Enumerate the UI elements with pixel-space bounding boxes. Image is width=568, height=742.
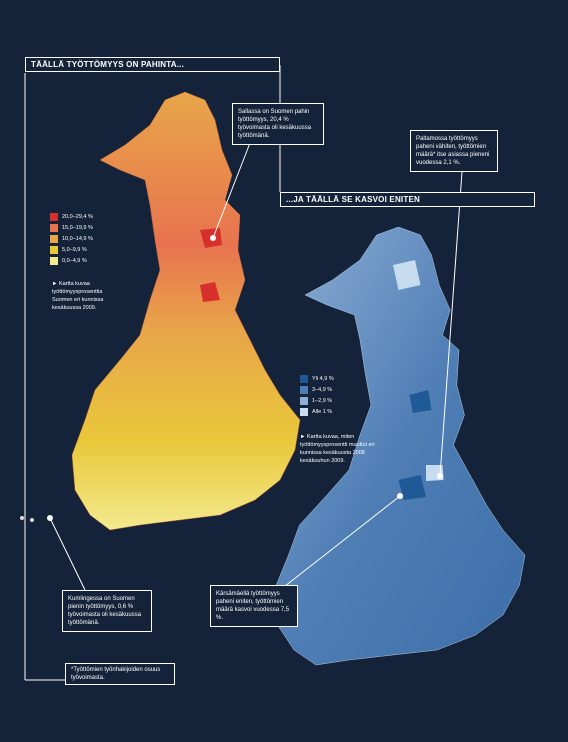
legend-swatch (50, 234, 58, 243)
region (409, 390, 432, 413)
islands (30, 518, 34, 522)
region (398, 475, 426, 500)
legend-item: 3–4,9 % (300, 384, 334, 395)
legend-item: Yli 4,9 % (300, 373, 334, 384)
annotation: Kumlingessa on Suomen pienin työttömyys,… (62, 590, 152, 632)
legend-label: Yli 4,9 % (312, 375, 334, 382)
legend-item: 20,0–29,4 % (50, 211, 93, 222)
annotation: Sallassa on Suomen pahin työttömyys, 20,… (232, 103, 324, 145)
region (393, 260, 421, 290)
legend-item: 15,0–19,9 % (50, 222, 93, 233)
legend-swatch (300, 374, 308, 383)
annotation: Paltamossa työttömyys paheni vähiten, ty… (410, 130, 498, 172)
legend-swatch (300, 396, 308, 405)
map1-title: TÄÄLLÄ TYÖTTÖMYYS ON PAHINTA... (25, 57, 280, 72)
legend-item: 1–2,9 % (300, 395, 334, 406)
marker (437, 473, 443, 479)
legend-swatch (50, 256, 58, 265)
legend: Yli 4,9 % 3–4,9 % 1–2,9 % Alle 1 % (300, 373, 334, 417)
leader-line (212, 142, 251, 239)
legend-swatch (50, 245, 58, 254)
legend-item: 0,0–4,9 % (50, 255, 93, 266)
legend: 20,0–29,4 % 15,0–19,9 % 10,0–14,9 % 5,0–9,9… (50, 211, 93, 266)
marker (210, 235, 216, 241)
legend-item: 10,0–14,9 % (50, 233, 93, 244)
footnote: *Työttömien työnhakijoiden osuus työvoim… (65, 663, 175, 685)
annotation: Kärsämäellä työttömyys paheni eniten, ty… (210, 585, 298, 627)
leader-line (279, 495, 401, 591)
legend-item: Alle 1 % (300, 406, 334, 417)
legend-item: 5,0–9,9 % (50, 244, 93, 255)
legend-label: 1–2,9 % (312, 397, 333, 404)
legend-label: 10,0–14,9 % (62, 235, 93, 242)
legend-label: Alle 1 % (312, 408, 333, 415)
leader-line (439, 171, 463, 477)
legend-label: 15,0–19,9 % (62, 224, 93, 231)
leader-line (49, 517, 86, 591)
legend-swatch (50, 212, 58, 221)
legend-swatch (300, 407, 308, 416)
legend-label: 5,0–9,9 % (62, 246, 87, 253)
map-note: ► Kartta kuvaa työttömyysprosenttia Suom… (52, 281, 104, 311)
legend-label: 0,0–4,9 % (62, 257, 87, 264)
region (200, 282, 220, 302)
marker (47, 515, 53, 521)
legend-swatch (50, 223, 58, 232)
map-note: ► Kartta kuvaa, miten työttömyysprosentt… (300, 434, 375, 464)
islands (20, 516, 24, 520)
legend-label: 20,0–29,4 % (62, 213, 93, 220)
legend-label: 3–4,9 % (312, 386, 333, 393)
legend-swatch (300, 385, 308, 394)
marker (397, 493, 403, 499)
map2-title: ...JA TÄÄLLÄ SE KASVOI ENITEN (280, 192, 535, 207)
